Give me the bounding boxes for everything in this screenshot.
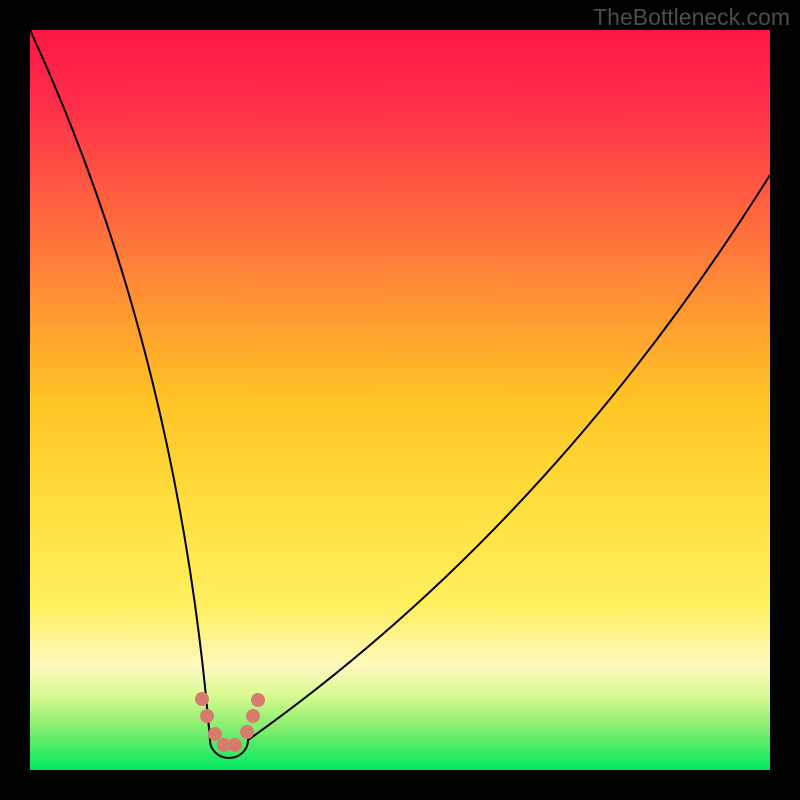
data-marker <box>195 692 209 706</box>
data-marker <box>246 709 260 723</box>
watermark-text: TheBottleneck.com <box>593 4 790 31</box>
chart-container: TheBottleneck.com <box>0 0 800 800</box>
data-marker <box>240 725 254 739</box>
bottleneck-curve-chart <box>0 0 800 800</box>
data-marker <box>208 727 222 741</box>
data-marker <box>228 738 242 752</box>
gradient-background <box>30 30 770 770</box>
data-marker <box>251 693 265 707</box>
data-marker <box>200 709 214 723</box>
